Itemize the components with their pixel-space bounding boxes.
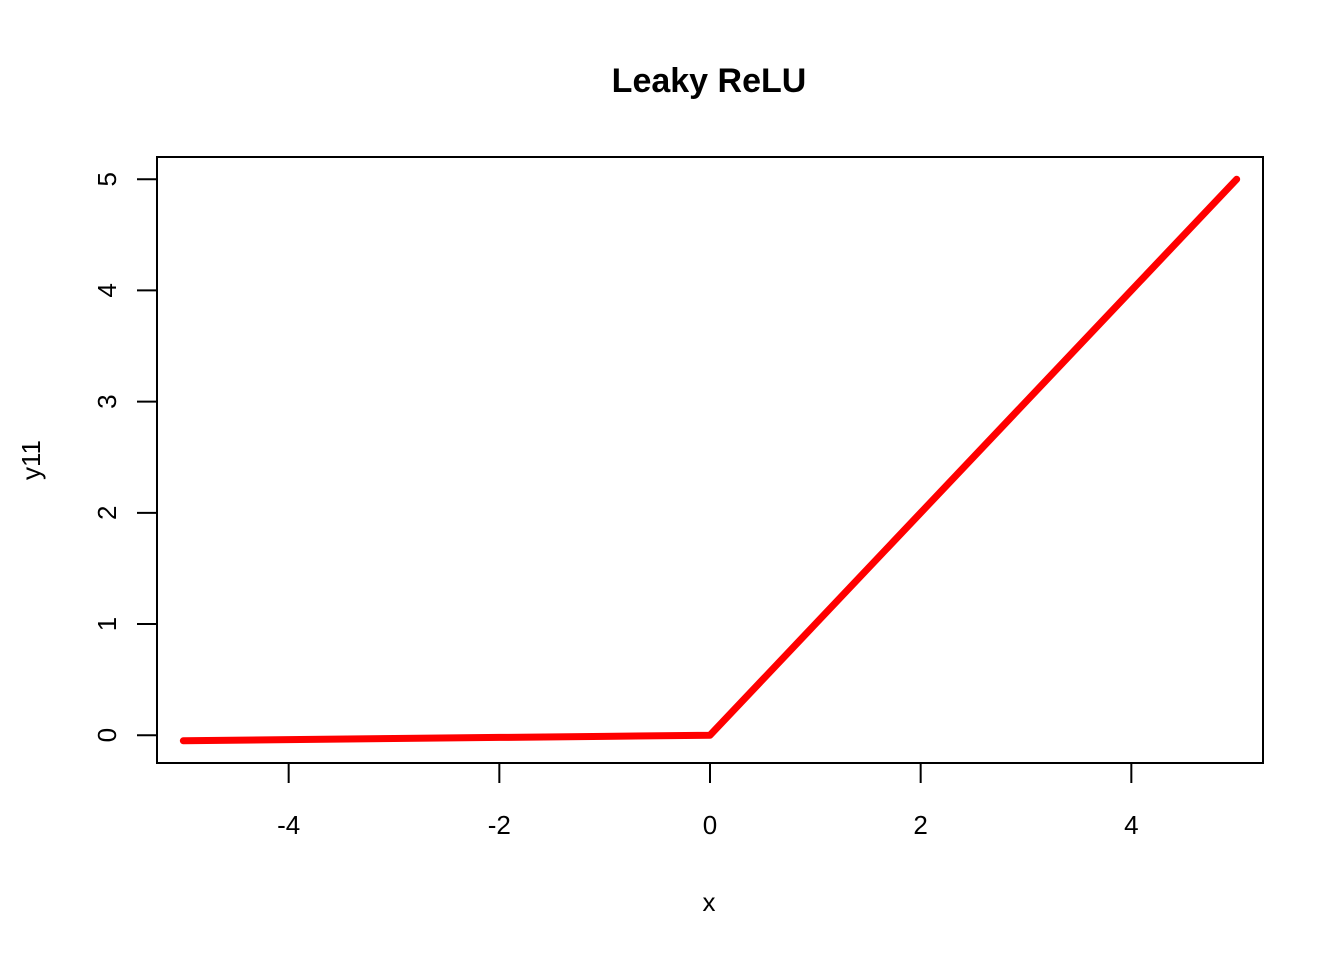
x-axis-label: x (703, 887, 716, 917)
x-tick-label: 0 (703, 810, 717, 840)
plot-frame (156, 156, 1264, 764)
chart-title: Leaky ReLU (612, 62, 807, 100)
series-line (179, 175, 1241, 745)
x-tick-label: 2 (913, 810, 927, 840)
x-tick-label: -4 (277, 810, 300, 840)
series-layer (179, 175, 1241, 745)
y-tick-label: 5 (92, 172, 122, 186)
x-tick-label: 4 (1124, 810, 1138, 840)
x-axis: -4 -2 0 2 4 (277, 762, 1139, 840)
y-tick-label: 4 (92, 283, 122, 297)
y-axis: 0 1 2 3 4 5 (92, 172, 158, 742)
y-tick-label: 3 (92, 394, 122, 408)
y-tick-label: 0 (92, 728, 122, 742)
y-tick-label: 1 (92, 617, 122, 631)
y-tick-label: 2 (92, 506, 122, 520)
y-axis-label: y11 (16, 440, 46, 480)
x-tick-label: -2 (488, 810, 511, 840)
